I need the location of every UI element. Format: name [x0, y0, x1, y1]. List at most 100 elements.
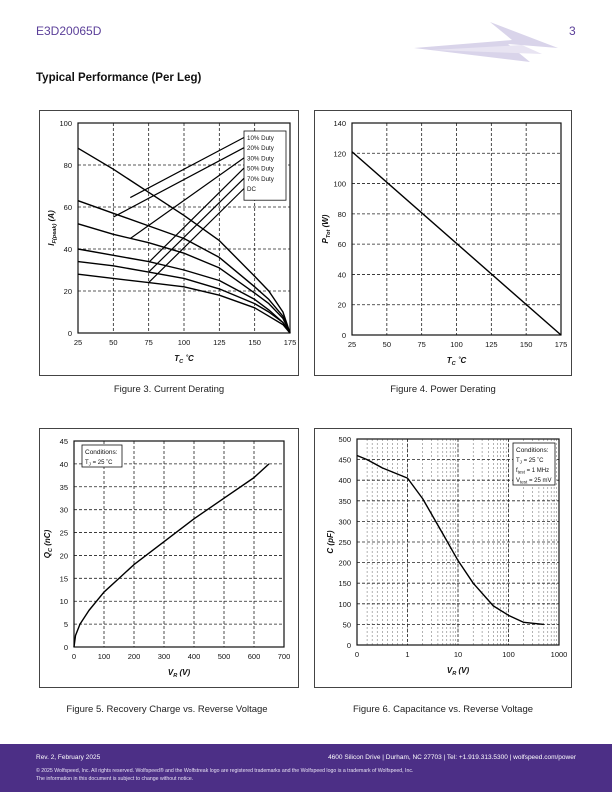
- plot-area: [356, 438, 560, 646]
- y-tick-label: 250: [338, 538, 351, 547]
- x-tick-label: 75: [417, 340, 425, 349]
- y-tick-label: 40: [338, 270, 346, 279]
- y-tick-label: 80: [338, 210, 346, 219]
- y-tick-label: 0: [347, 641, 351, 650]
- x-axis-label: VR (V): [447, 666, 470, 677]
- conditions-title: Conditions:: [85, 449, 118, 456]
- x-tick-label: 25: [348, 340, 356, 349]
- x-tick-label: 700: [278, 652, 291, 661]
- y-tick-label: 100: [338, 600, 351, 609]
- y-tick-label: 350: [338, 497, 351, 506]
- x-tick-label: 125: [213, 338, 226, 347]
- conditions-line: TJ = 25 ˚C: [516, 457, 544, 465]
- plot-area: [77, 122, 291, 334]
- wolfstreak-logo-icon: [414, 22, 558, 62]
- conditions-line: ftest = 1 MHz: [516, 468, 549, 475]
- x-tick-label: 0: [355, 650, 359, 659]
- series-line-2: [77, 200, 291, 334]
- x-axis-label: TC ˚C: [174, 354, 194, 365]
- y-tick-label: 20: [64, 287, 72, 296]
- x-tick-label: 175: [555, 340, 568, 349]
- figure-4-chart: 25 50 75 100 125 150 175 0 20 40 60 80 100 120 140 TC ˚…: [314, 110, 572, 376]
- y-axis-label: C (pF): [326, 530, 335, 553]
- legend-leader-line: [148, 188, 245, 284]
- y-tick-label: 5: [64, 620, 68, 629]
- y-tick-label: 30: [60, 506, 68, 515]
- x-tick-label: 100: [450, 340, 463, 349]
- conditions-box: [512, 442, 556, 486]
- y-tick-label: 50: [343, 620, 351, 629]
- x-tick-label: 25: [74, 338, 82, 347]
- conditions-box: [81, 444, 123, 468]
- y-tick-label: 0: [342, 331, 346, 340]
- y-tick-label: 25: [60, 529, 68, 538]
- y-tick-label: 10: [60, 597, 68, 606]
- copyright-text: © 2025 Wolfspeed, Inc. All rights reserv…: [36, 768, 414, 774]
- legend-leader-line: [148, 167, 245, 263]
- x-tick-label: 100: [502, 650, 515, 659]
- x-tick-label: 600: [248, 652, 261, 661]
- y-tick-label: 20: [60, 551, 68, 560]
- y-tick-label: 150: [338, 579, 351, 588]
- revision-label: Rev. 2, February 2025: [36, 754, 101, 761]
- x-tick-label: 125: [485, 340, 498, 349]
- conditions-line: TJ = 25 ˚C: [85, 459, 113, 467]
- y-axis-label: QC (nC): [43, 529, 54, 558]
- figure-4-caption: Figure 4. Power Derating: [390, 384, 496, 395]
- y-tick-label: 500: [338, 435, 351, 444]
- x-tick-label: 100: [98, 652, 111, 661]
- series-line-3: [77, 223, 291, 334]
- disclaimer-text: The information in this document is subj…: [36, 776, 194, 782]
- legend-entry: 70% Duty: [247, 176, 275, 183]
- y-tick-label: 15: [60, 574, 68, 583]
- x-tick-label: 75: [144, 338, 152, 347]
- series-line-1: [73, 463, 270, 648]
- x-axis-label: VR (V): [168, 668, 191, 679]
- y-tick-label: 40: [64, 245, 72, 254]
- plot-area: [351, 122, 562, 336]
- x-tick-label: 400: [188, 652, 201, 661]
- x-axis-label: TC ˚C: [447, 356, 467, 367]
- legend-leader-line: [113, 147, 245, 218]
- legend-entry: DC: [247, 186, 256, 193]
- figure-6-caption: Figure 6. Capacitance vs. Reverse Voltag…: [352, 704, 534, 715]
- x-tick-label: 50: [109, 338, 117, 347]
- legend-box: [243, 130, 287, 201]
- x-tick-label: 150: [248, 338, 261, 347]
- legend-leader-line: [130, 136, 245, 199]
- figure-6-chart: 0 1 10 100 1000 0 50 100 150 200 250 300 350 400 450 50…: [314, 428, 572, 688]
- conditions-title: Conditions:: [516, 447, 549, 454]
- y-tick-label: 200: [338, 559, 351, 568]
- plot-area: [73, 440, 285, 648]
- y-tick-label: 60: [338, 240, 346, 249]
- y-tick-label: 100: [333, 180, 346, 189]
- y-tick-label: 0: [64, 643, 68, 652]
- y-tick-label: 120: [333, 149, 346, 158]
- y-tick-label: 450: [338, 456, 351, 465]
- y-tick-label: 20: [338, 301, 346, 310]
- legend-leader-line: [129, 157, 245, 239]
- y-tick-label: 35: [60, 483, 68, 492]
- section-title: Typical Performance (Per Leg): [36, 72, 202, 84]
- page-number: 3: [569, 24, 576, 38]
- x-tick-label: 100: [178, 338, 191, 347]
- legend-entry: 20% Duty: [247, 145, 275, 152]
- y-tick-label: 45: [60, 437, 68, 446]
- y-tick-label: 100: [59, 119, 72, 128]
- legend-entry: 50% Duty: [247, 166, 275, 173]
- figure-5-caption: Figure 5. Recovery Charge vs. Reverse Vo…: [66, 704, 268, 715]
- y-axis-label: IF(peak) (A): [47, 210, 58, 246]
- y-tick-label: 300: [338, 517, 351, 526]
- legend-entry: 10% Duty: [247, 135, 275, 142]
- x-tick-label: 0: [72, 652, 76, 661]
- conditions-line: Vtest = 25 mV: [516, 478, 551, 485]
- x-tick-label: 300: [158, 652, 171, 661]
- y-tick-label: 400: [338, 476, 351, 485]
- contact-info: 4600 Silicon Drive | Durham, NC 27703 | …: [328, 754, 576, 761]
- legend-entry: 30% Duty: [247, 155, 275, 162]
- y-tick-label: 80: [64, 161, 72, 170]
- x-tick-label: 500: [218, 652, 231, 661]
- y-tick-label: 0: [68, 329, 72, 338]
- figure-3-chart: 25 50 75 100 125 150 175 0 20 40 60 80 100 TC ˚C IF(pe…: [39, 110, 299, 376]
- x-tick-label: 200: [128, 652, 141, 661]
